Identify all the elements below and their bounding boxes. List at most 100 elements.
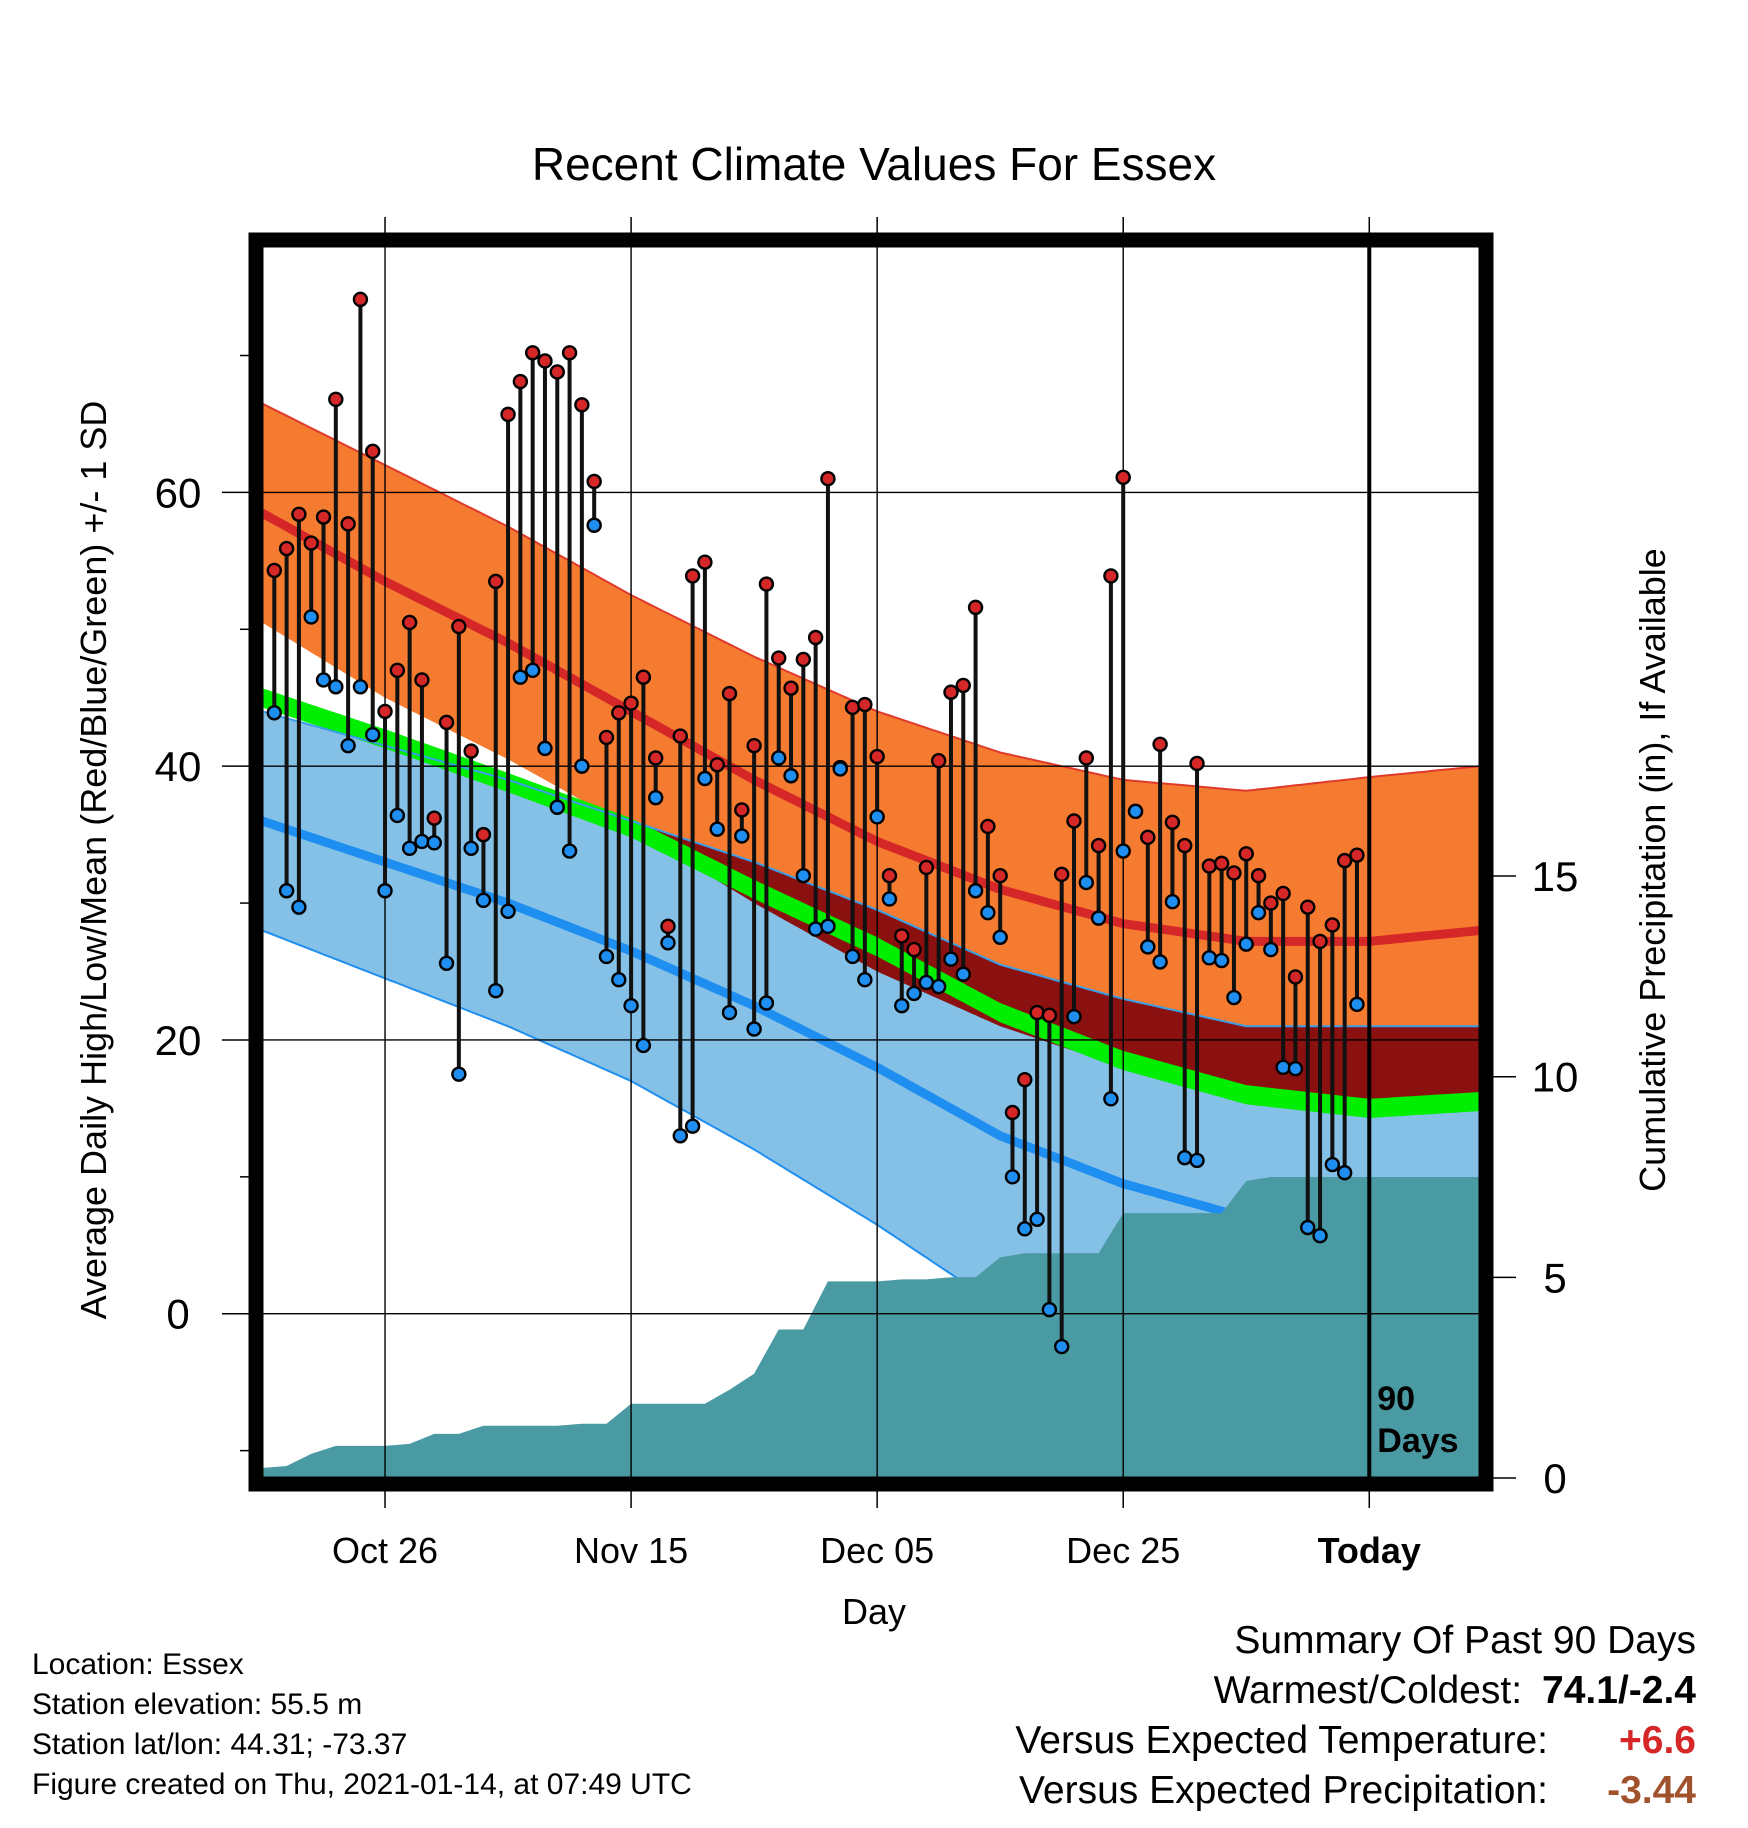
high-point [598,729,615,746]
low-point [721,1004,738,1021]
low-point [918,974,935,991]
low-point [771,750,787,766]
x-tick-label: Today [1318,1530,1421,1571]
y2-tick-label: 5 [1543,1254,1566,1301]
high-point [1238,846,1254,862]
high-point [1226,865,1242,881]
low-point [869,809,885,825]
high-point [623,695,639,711]
high-point [783,680,799,696]
low-point [1275,1059,1291,1076]
normal-mean-band [262,688,1480,1118]
high-point [1312,933,1328,950]
summary-precip-row: Versus Expected Precipitation: -3.44 [1015,1766,1696,1816]
created-text: Figure created on Thu, 2021-01-14, at 07… [32,1768,692,1801]
low-point [783,768,799,784]
latlon-text: Station lat/lon: 44.31; -73.37 [32,1728,408,1761]
low-point [807,921,824,937]
high-point [574,397,590,413]
high-point [820,471,836,487]
low-point [1300,1219,1316,1236]
high-point [488,573,504,590]
low-point [1238,936,1254,952]
temp-value: +6.6 [1619,1719,1696,1762]
low-point [611,972,627,988]
chart-title: Recent Climate Values For Essex [532,138,1216,190]
summary-warmest-row: Warmest/Coldest: 74.1/-2.4 [1015,1666,1696,1716]
high-point [1324,917,1341,933]
low-point [1115,843,1131,859]
low-point [549,799,565,815]
low-point [1213,952,1230,969]
high-point [930,753,947,769]
low-point [1263,941,1279,958]
high-point [1336,852,1353,869]
high-point [1078,750,1095,766]
high-point [512,373,529,390]
high-point [697,554,713,570]
low-point [340,737,356,754]
high-point [647,750,664,766]
low-point [414,833,430,850]
high-point [967,599,984,616]
x-tick-label: Oct 26 [332,1530,438,1571]
precip-label: Versus Expected Precipitation: [1019,1769,1548,1812]
high-point [709,757,725,773]
low-point [746,1021,762,1037]
low-point [967,883,984,899]
high-point [721,685,738,702]
low-point [1017,1221,1033,1237]
high-point [1103,568,1119,584]
low-point [930,978,947,995]
low-point [709,821,725,837]
low-point [647,789,664,806]
high-point [1004,1104,1021,1121]
high-point [1090,837,1107,854]
low-point [844,948,861,965]
high-point [340,516,356,532]
high-point [365,443,381,460]
low-point [1103,1091,1119,1107]
low-point [1164,893,1181,910]
high-point [672,728,689,744]
high-point [980,818,996,835]
low-point [352,679,369,695]
low-point [623,998,639,1014]
low-point [1177,1149,1193,1166]
low-point [672,1128,689,1144]
high-point [1275,885,1291,902]
high-point [586,473,602,490]
summary-temp-row: Versus Expected Temperature: +6.6 [1015,1716,1696,1766]
high-point [500,406,516,423]
low-point [598,948,615,965]
low-point [303,609,319,625]
low-point [512,669,529,685]
y2-tick-label: 15 [1532,853,1579,900]
high-point [1152,736,1168,752]
high-point [611,705,627,721]
plot-frame [248,232,1494,1492]
y2-tick-label: 10 [1532,1054,1579,1101]
high-point [278,540,295,557]
high-point [1140,829,1156,846]
low-point [1066,1008,1082,1025]
low-point [488,982,504,999]
high-point [771,650,787,666]
high-point [1250,867,1267,884]
high-point [881,867,898,884]
high-point [1263,895,1279,911]
high-point [1213,855,1230,872]
low-point [857,972,873,988]
high-point [401,614,418,631]
low-point [561,843,578,859]
high-point [291,506,307,523]
high-point [807,629,824,646]
low-point [635,1037,652,1054]
high-point [918,859,935,876]
high-point [746,737,762,754]
precipitation-area [262,1177,1480,1478]
high-point [549,364,565,380]
low-point [315,672,332,688]
high-point [869,748,885,765]
